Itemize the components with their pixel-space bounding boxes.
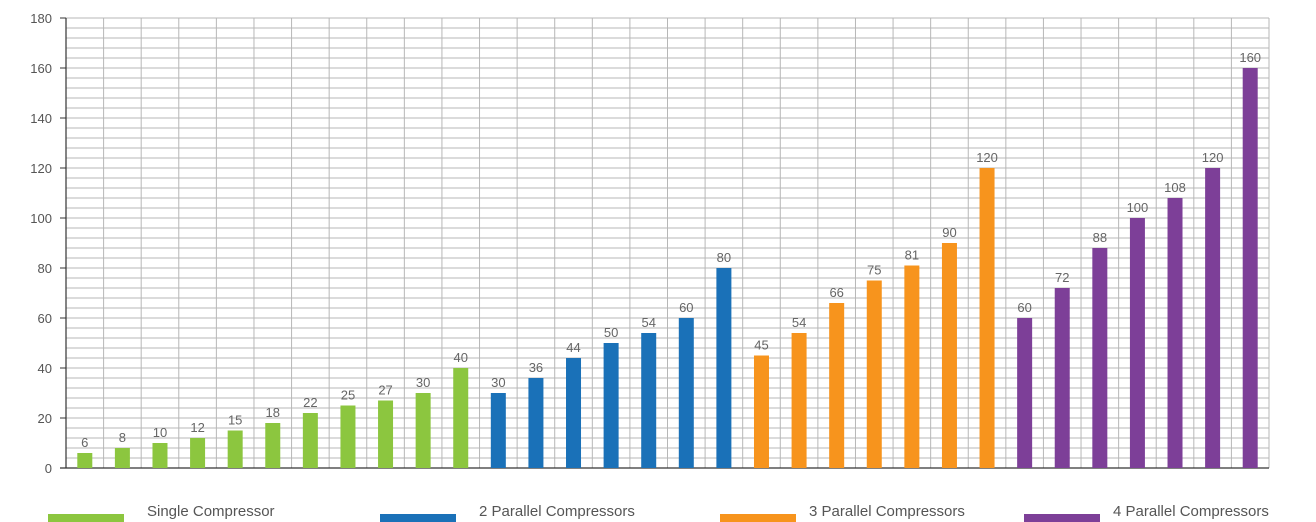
bar-value-label: 75 <box>867 263 881 278</box>
bar-value-label: 160 <box>1239 50 1261 65</box>
bar-value-label: 45 <box>754 338 768 353</box>
y-tick-label: 40 <box>38 361 52 376</box>
bar <box>1017 318 1032 468</box>
bar <box>904 266 919 469</box>
bar-value-label: 60 <box>1017 300 1031 315</box>
bar-value-label: 6 <box>81 435 88 450</box>
bar <box>416 393 431 468</box>
bar <box>1055 288 1070 468</box>
legend-swatch <box>380 514 456 522</box>
bar <box>641 333 656 468</box>
bar-value-label: 12 <box>190 420 204 435</box>
bar <box>1243 68 1258 468</box>
bar <box>115 448 130 468</box>
bar <box>265 423 280 468</box>
bar-value-label: 30 <box>416 375 430 390</box>
bar-value-label: 120 <box>976 150 998 165</box>
y-tick-label: 60 <box>38 311 52 326</box>
legend-swatch <box>720 514 796 522</box>
legend-swatch <box>48 514 124 522</box>
bar-value-label: 108 <box>1164 180 1186 195</box>
y-tick-label: 0 <box>45 461 52 476</box>
legend-label: Single Compressor <box>147 503 275 520</box>
bar <box>303 413 318 468</box>
bar-value-label: 36 <box>529 360 543 375</box>
legend-label: 2 Parallel Compressors <box>479 503 635 520</box>
bar <box>491 393 506 468</box>
bar-value-label: 80 <box>717 250 731 265</box>
bar <box>1168 198 1183 468</box>
bar-value-label: 54 <box>792 315 806 330</box>
bar-layer: 6 8 10 12 15 18 22 25 27 30 40 30 36 44 50 54 60 80 45 54 66… <box>77 50 1261 468</box>
bar-value-label: 120 <box>1202 150 1224 165</box>
bar-value-label: 66 <box>829 285 843 300</box>
bar-value-label: 30 <box>491 375 505 390</box>
bar <box>528 378 543 468</box>
bar-value-label: 50 <box>604 325 618 340</box>
bar-value-label: 18 <box>266 405 280 420</box>
bar-value-label: 40 <box>454 350 468 365</box>
bar-value-label: 44 <box>566 340 580 355</box>
legend-label: 4 Parallel Compressors <box>1113 503 1269 520</box>
bar <box>716 268 731 468</box>
bar <box>754 356 769 469</box>
y-tick-label: 20 <box>38 411 52 426</box>
bar <box>867 281 882 469</box>
grid-layer <box>66 18 1269 468</box>
bar-value-label: 10 <box>153 425 167 440</box>
bar <box>566 358 581 468</box>
bar <box>152 443 167 468</box>
bar <box>1205 168 1220 468</box>
bar-value-label: 88 <box>1093 230 1107 245</box>
bar-value-label: 90 <box>942 225 956 240</box>
bar-value-label: 72 <box>1055 270 1069 285</box>
bar <box>378 401 393 469</box>
bar <box>792 333 807 468</box>
bar-value-label: 15 <box>228 413 242 428</box>
y-tick-label: 80 <box>38 261 52 276</box>
bar-value-label: 54 <box>641 315 655 330</box>
y-tick-label: 160 <box>30 61 52 76</box>
bar <box>604 343 619 468</box>
bar <box>942 243 957 468</box>
bar <box>228 431 243 469</box>
bar-value-label: 27 <box>378 383 392 398</box>
legend-swatch <box>1024 514 1100 522</box>
bar <box>829 303 844 468</box>
bar <box>1130 218 1145 468</box>
y-tick-label: 100 <box>30 211 52 226</box>
bar <box>980 168 995 468</box>
bar <box>340 406 355 469</box>
bar-value-label: 25 <box>341 388 355 403</box>
bar-value-label: 81 <box>905 248 919 263</box>
bar <box>190 438 205 468</box>
bar-value-label: 22 <box>303 395 317 410</box>
legend-label: 3 Parallel Compressors <box>809 503 965 520</box>
bar-value-label: 8 <box>119 430 126 445</box>
y-tick-label: 140 <box>30 111 52 126</box>
bar <box>453 368 468 468</box>
bar-value-label: 100 <box>1127 200 1149 215</box>
bar <box>679 318 694 468</box>
legend: Single Compressor 2 Parallel Compressors 3… <box>48 503 1269 522</box>
y-tick-label: 180 <box>30 11 52 26</box>
bar <box>1092 248 1107 468</box>
y-tick-label: 120 <box>30 161 52 176</box>
bar <box>77 453 92 468</box>
bar-value-label: 60 <box>679 300 693 315</box>
